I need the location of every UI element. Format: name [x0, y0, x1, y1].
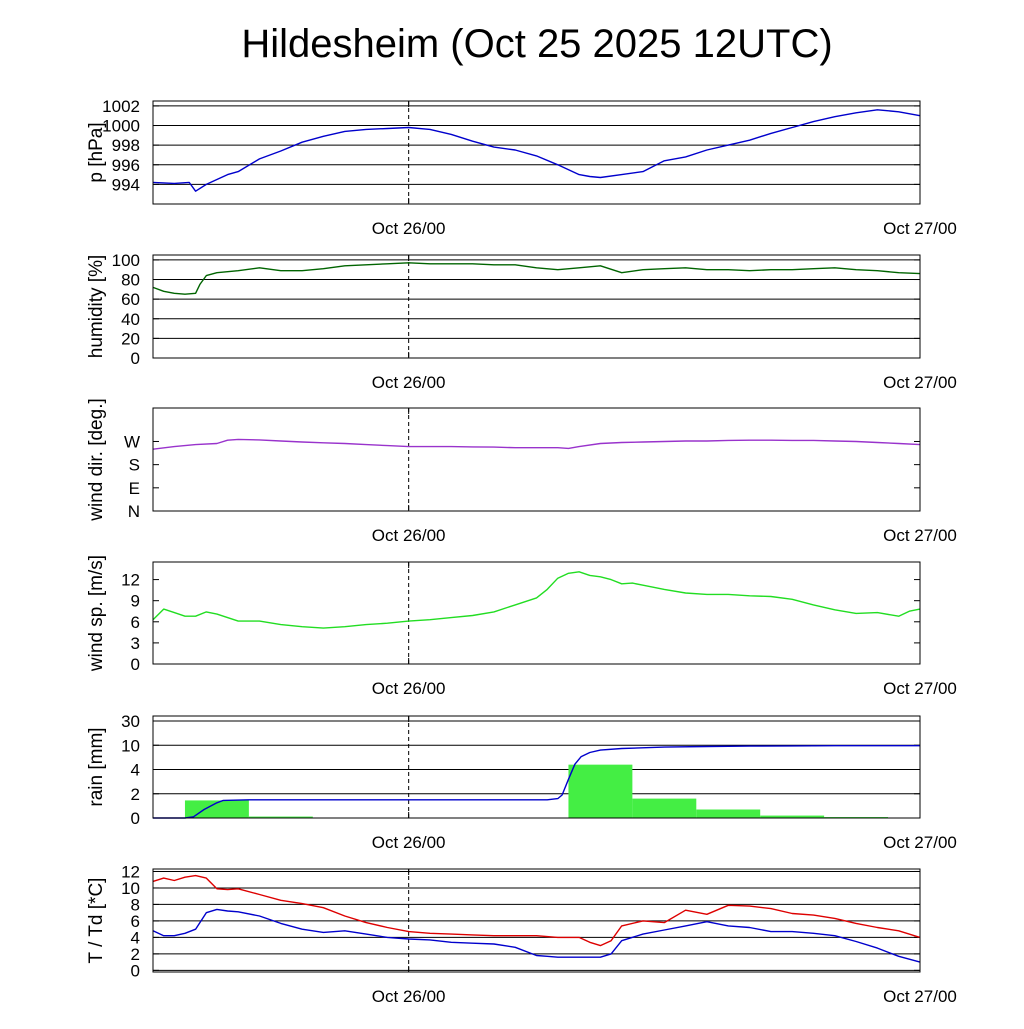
- y-tick-label: 3: [131, 634, 140, 653]
- x-tick-label: Oct 27/00: [883, 987, 957, 1006]
- x-tick-label: Oct 27/00: [883, 373, 957, 392]
- y-tick-label: 4: [131, 761, 140, 780]
- panel-frame: [152, 868, 921, 973]
- y-tick-label: E: [129, 479, 140, 498]
- y-axis-label: T / Td [*C]: [86, 878, 107, 964]
- y-axis-label: p [hPa]: [86, 122, 107, 182]
- rain-bar: [248, 816, 313, 818]
- rain-bar: [184, 800, 249, 818]
- x-tick-label: Oct 26/00: [372, 679, 446, 698]
- y-tick-label: 998: [112, 136, 140, 155]
- rain-bar: [568, 764, 633, 818]
- y-tick-label: 10: [121, 736, 140, 755]
- y-tick-label: N: [128, 502, 140, 521]
- series-line: [152, 109, 921, 192]
- x-tick-label: Oct 27/00: [883, 679, 957, 698]
- y-tick-label: 994: [112, 175, 140, 194]
- y-tick-label: 40: [121, 310, 140, 329]
- panel-frame: [152, 254, 921, 359]
- y-tick-label: 9: [131, 592, 140, 611]
- y-axis-label: wind dir. [deg.]: [86, 398, 107, 522]
- y-tick-label: 1002: [102, 97, 140, 116]
- panel-frame: [152, 715, 921, 819]
- x-tick-label: Oct 27/00: [883, 833, 957, 852]
- y-axis-label: humidity [%]: [86, 255, 107, 358]
- x-tick-label: Oct 26/00: [372, 987, 446, 1006]
- series-line: [152, 908, 921, 963]
- y-tick-label: 30: [121, 712, 140, 731]
- y-tick-label: 80: [121, 271, 140, 290]
- series-line: [152, 571, 921, 629]
- panel-5: 0 2 4 10 30 Oct 26/00 Oct 27/00 rain [mm]: [86, 712, 957, 852]
- x-tick-label: Oct 26/00: [372, 526, 446, 545]
- y-tick-label: S: [129, 456, 140, 475]
- series-line: [152, 438, 921, 450]
- series-line: [153, 745, 920, 819]
- y-tick-label: 0: [131, 809, 140, 828]
- y-tick-label: 0: [131, 349, 140, 368]
- y-tick-label: 12: [121, 862, 140, 881]
- panel-frame: [152, 100, 921, 205]
- chart-title: Hildesheim (Oct 25 2025 12UTC): [241, 22, 833, 66]
- x-tick-label: Oct 26/00: [372, 373, 446, 392]
- y-tick-label: 20: [121, 329, 140, 348]
- y-tick-label: 10: [121, 879, 140, 898]
- y-tick-label: 4: [131, 928, 140, 947]
- y-tick-label: 12: [121, 571, 140, 590]
- y-tick-label: 0: [131, 961, 140, 980]
- panel-frame: [152, 561, 921, 665]
- y-tick-label: 6: [131, 613, 140, 632]
- y-tick-label: 2: [131, 785, 140, 804]
- x-tick-label: Oct 27/00: [883, 219, 957, 238]
- rain-bar: [632, 798, 697, 818]
- x-tick-label: Oct 26/00: [372, 219, 446, 238]
- series-line: [152, 874, 921, 947]
- y-tick-label: 60: [121, 290, 140, 309]
- y-tick-label: 6: [131, 912, 140, 931]
- y-tick-label: 2: [131, 945, 140, 964]
- y-tick-label: W: [124, 432, 140, 451]
- panel-frame: [152, 407, 921, 512]
- series-line: [152, 262, 921, 295]
- y-tick-label: 996: [112, 156, 140, 175]
- rain-bar: [696, 809, 761, 818]
- y-axis-label: wind sp. [m/s]: [86, 555, 107, 672]
- y-tick-label: 1000: [102, 117, 140, 136]
- y-tick-label: 8: [131, 895, 140, 914]
- y-axis-label: rain [mm]: [86, 727, 107, 806]
- y-tick-label: 100: [112, 251, 140, 270]
- panel-4: 0 3 6 9 12 Oct 26/00 Oct 27/00 wind sp. [m/s]: [86, 555, 957, 698]
- x-tick-label: Oct 27/00: [883, 526, 957, 545]
- x-tick-label: Oct 26/00: [372, 833, 446, 852]
- y-tick-label: 0: [131, 655, 140, 674]
- rain-bar: [760, 815, 825, 818]
